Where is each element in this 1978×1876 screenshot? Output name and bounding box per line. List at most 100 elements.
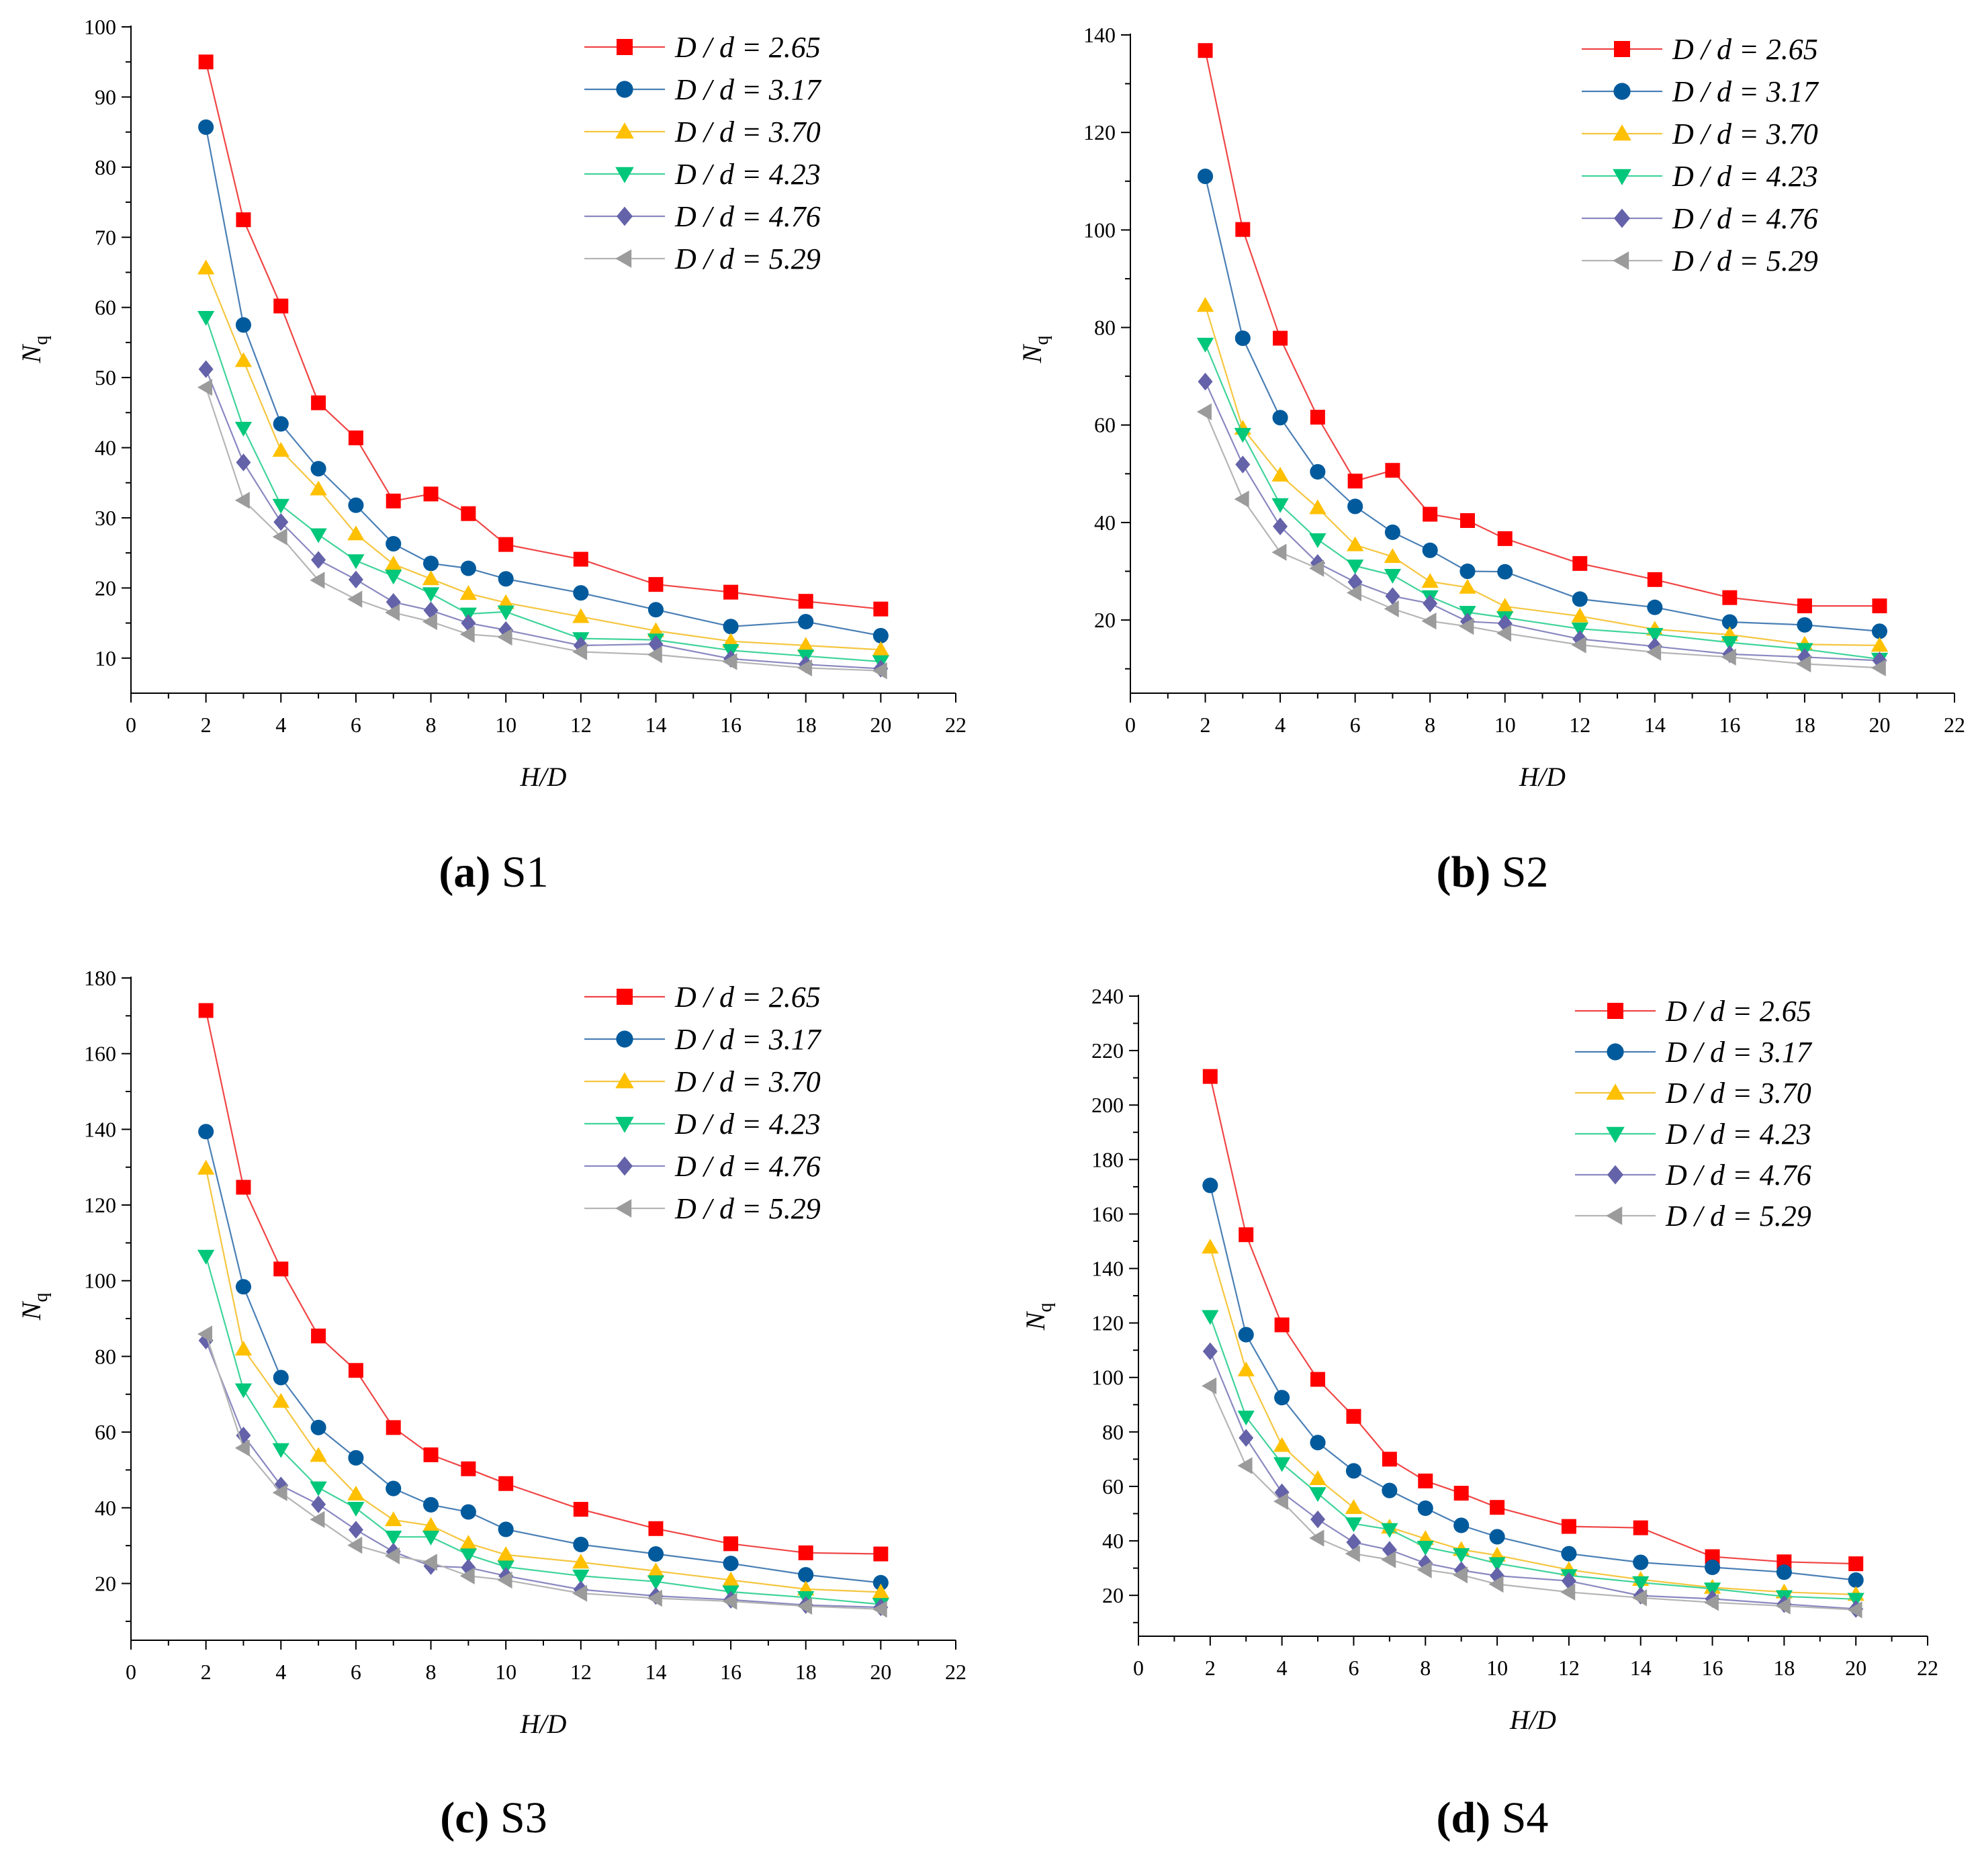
data-point xyxy=(1347,498,1363,515)
data-point xyxy=(1202,1239,1219,1254)
legend-marker xyxy=(615,249,632,268)
x-tick-label: 22 xyxy=(1944,713,1965,737)
x-tick-label: 20 xyxy=(870,713,891,737)
data-point xyxy=(1421,573,1439,588)
data-point xyxy=(273,416,289,432)
x-tick-label: 10 xyxy=(495,1660,516,1684)
data-point xyxy=(797,1597,813,1615)
y-tick-label: 120 xyxy=(1083,120,1116,144)
x-tick-label: 22 xyxy=(945,1660,966,1684)
data-point xyxy=(198,360,214,378)
y-axis-title: Nq xyxy=(1020,1303,1056,1331)
x-tick-label: 12 xyxy=(1558,1656,1580,1680)
y-tick-label: 10 xyxy=(95,646,116,670)
legend-label: D / d = 2.65 xyxy=(1665,995,1811,1028)
x-tick-label: 18 xyxy=(1773,1656,1795,1680)
data-point xyxy=(234,1439,250,1457)
y-tick-label: 50 xyxy=(95,365,116,390)
series-line xyxy=(205,127,881,637)
y-tick-label: 140 xyxy=(84,1117,116,1141)
data-point xyxy=(236,1179,251,1195)
data-point xyxy=(1310,410,1325,425)
data-point xyxy=(1239,1227,1254,1243)
legend-label: D / d = 4.76 xyxy=(674,200,821,233)
x-tick-label: 4 xyxy=(1275,713,1286,737)
data-point xyxy=(1346,536,1364,551)
data-point xyxy=(459,585,478,600)
legend-marker xyxy=(617,206,633,226)
chart-panel-1: 0 2 4 6 8 10 12 14 16 18 20 22 10 20 30 40 50 60 70 80 90 100… xyxy=(16,15,966,897)
data-point xyxy=(497,1546,514,1562)
data-point xyxy=(798,1566,814,1583)
x-axis-title: H/D xyxy=(520,1709,567,1739)
x-tick-label: 4 xyxy=(275,1660,286,1684)
series-line xyxy=(1209,1316,1856,1600)
data-point xyxy=(1721,614,1738,630)
series-line xyxy=(1204,305,1880,646)
data-point xyxy=(1572,591,1588,607)
data-point xyxy=(422,1517,440,1532)
data-point xyxy=(1418,1473,1433,1488)
data-point xyxy=(647,1575,665,1591)
legend-label: D / d = 4.23 xyxy=(674,158,821,191)
data-point xyxy=(1202,1069,1218,1084)
data-point xyxy=(1797,598,1812,614)
y-axis-title-subscript: q xyxy=(31,336,52,345)
data-point xyxy=(422,1554,437,1571)
data-point xyxy=(1633,1554,1649,1570)
data-point xyxy=(723,584,739,600)
data-point xyxy=(1417,1561,1432,1578)
data-point xyxy=(311,1495,326,1513)
y-tick-label: 60 xyxy=(95,296,116,320)
y-axis-title-subscript: q xyxy=(31,1293,52,1302)
data-point xyxy=(1497,614,1513,633)
data-point xyxy=(1234,428,1251,443)
legend: D / d = 2.65 D / d = 3.17 D / d = 3.70 D / … xyxy=(584,981,822,1225)
panel-caption: (a) S1 xyxy=(439,848,548,897)
x-tick-label: 8 xyxy=(426,1660,437,1684)
data-point xyxy=(273,1261,289,1277)
data-point xyxy=(647,1589,662,1607)
data-point xyxy=(1310,553,1325,572)
data-point xyxy=(1274,1317,1290,1333)
series-4 xyxy=(1202,1310,1864,1608)
data-point xyxy=(1384,568,1402,584)
data-point xyxy=(386,1480,402,1497)
x-tick-label: 18 xyxy=(795,713,817,737)
data-point xyxy=(1776,1564,1792,1580)
data-point xyxy=(1704,1559,1721,1575)
legend-marker xyxy=(616,1030,633,1048)
legend-marker xyxy=(1614,41,1630,57)
x-tick-label: 6 xyxy=(1348,1656,1359,1680)
series-line xyxy=(205,387,881,672)
data-point xyxy=(1647,637,1662,656)
legend-label: D / d = 2.65 xyxy=(1672,33,1818,66)
data-point xyxy=(310,1419,326,1435)
series-1 xyxy=(1198,43,1887,614)
panel-caption: (c) S3 xyxy=(440,1793,547,1842)
data-point xyxy=(1496,625,1512,642)
data-point xyxy=(310,461,326,477)
data-point xyxy=(273,298,289,314)
data-point xyxy=(872,1574,889,1591)
data-point xyxy=(234,352,253,367)
y-tick-label: 20 xyxy=(95,1571,116,1595)
data-point xyxy=(310,1447,327,1462)
data-point xyxy=(272,1484,287,1501)
data-point xyxy=(422,1497,439,1513)
data-point xyxy=(198,1003,214,1018)
data-point xyxy=(573,551,588,567)
caption-text: S2 xyxy=(1490,848,1548,897)
data-point xyxy=(1196,403,1212,420)
data-point xyxy=(1271,466,1289,482)
data-point xyxy=(422,613,437,631)
legend-label: D / d = 3.17 xyxy=(1665,1036,1813,1069)
data-point xyxy=(1871,623,1888,639)
series-2 xyxy=(198,1124,889,1591)
x-tick-label: 16 xyxy=(720,713,741,737)
legend-label: D / d = 3.70 xyxy=(674,116,821,148)
data-point xyxy=(498,537,514,552)
data-point xyxy=(1382,1451,1397,1467)
data-point xyxy=(197,1325,212,1343)
data-point xyxy=(498,571,514,587)
